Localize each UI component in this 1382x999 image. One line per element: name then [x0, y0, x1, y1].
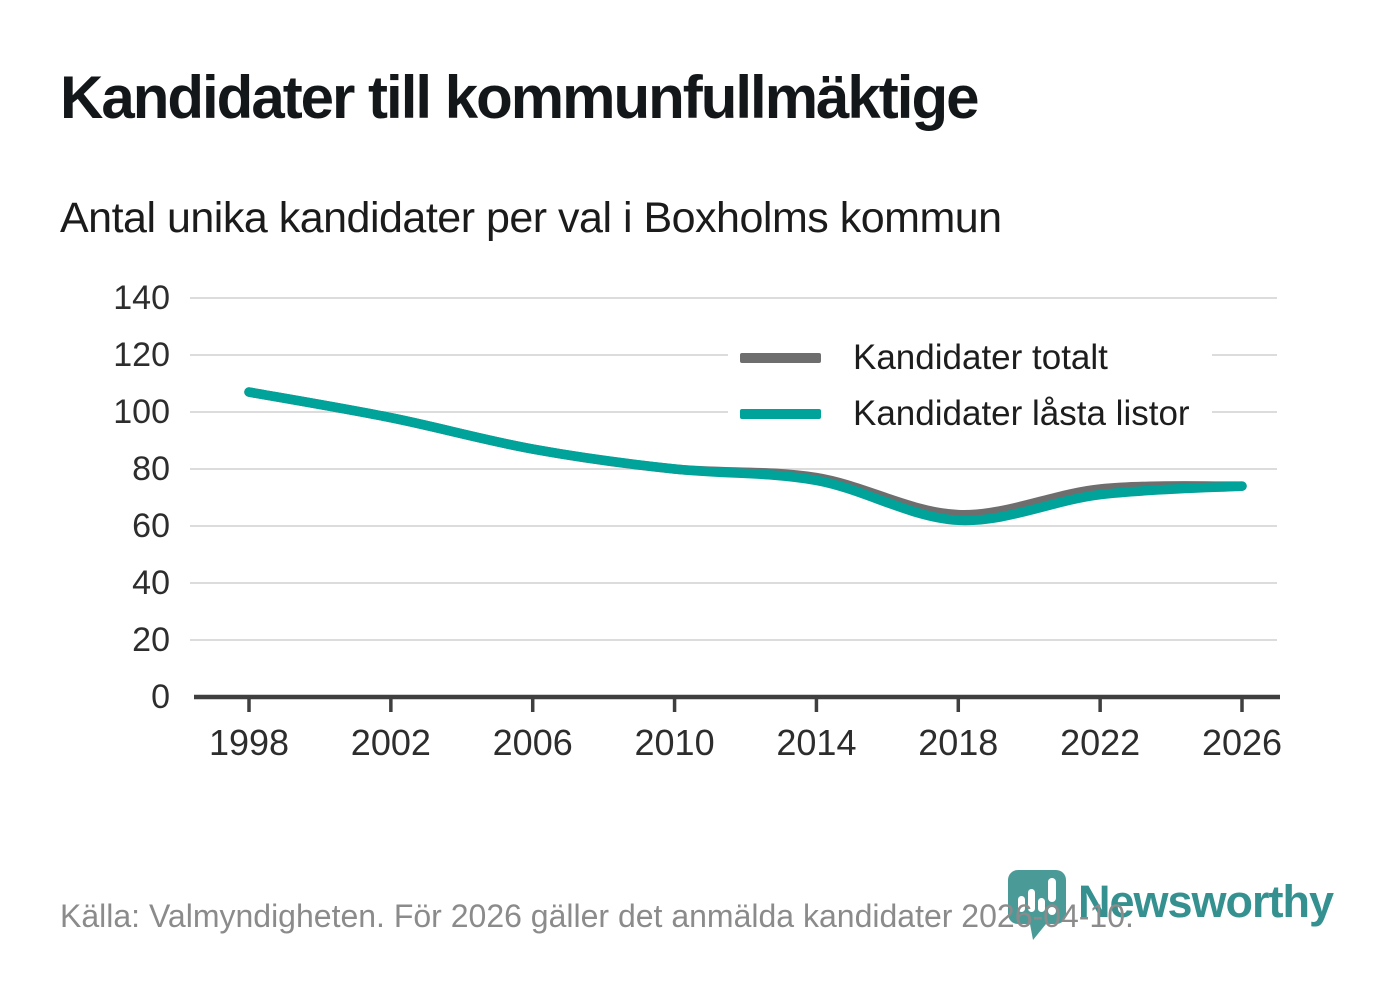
- y-tick-label: 20: [132, 621, 170, 659]
- x-tick-label: 1998: [208, 722, 290, 763]
- series-line-1: [244, 387, 1247, 526]
- x-tick-label: 2002: [350, 722, 431, 763]
- chart-subtitle: Antal unika kandidater per val i Boxholm…: [60, 194, 1002, 242]
- page-title: Kandidater till kommunfullmäktige: [60, 64, 979, 131]
- y-tick-label: 140: [113, 279, 170, 317]
- legend-swatch-total: [740, 353, 821, 363]
- legend: Kandidater totalt Kandidater låsta listo…: [728, 332, 1212, 446]
- source-note: Källa: Valmyndigheten. För 2026 gäller d…: [60, 898, 1134, 934]
- newsworthy-pin-icon: [1008, 870, 1066, 940]
- legend-item-locked: Kandidater låsta listor: [740, 392, 1190, 436]
- legend-swatch-locked: [740, 409, 821, 419]
- newsworthy-logo: Newsworthy: [1006, 868, 1334, 942]
- legend-label-total: Kandidater totalt: [853, 338, 1108, 377]
- y-tick-label: 100: [113, 393, 170, 431]
- x-tick-label: 2026: [1201, 722, 1283, 763]
- y-tick-label: 40: [132, 564, 170, 602]
- x-tick-label: 2018: [918, 722, 999, 763]
- x-tick-label: 2022: [1060, 722, 1141, 763]
- x-tick-label: 2006: [492, 722, 573, 763]
- y-tick-label: 80: [132, 450, 170, 488]
- legend-item-total: Kandidater totalt: [740, 336, 1190, 380]
- newsworthy-wordmark: Newsworthy: [1078, 876, 1334, 927]
- y-tick-label: 60: [132, 507, 170, 545]
- x-tick-label: 2010: [634, 722, 715, 763]
- y-tick-label: 0: [151, 678, 170, 716]
- y-tick-label: 120: [113, 336, 170, 374]
- x-tick-label: 2014: [776, 722, 857, 763]
- legend-label-locked: Kandidater låsta listor: [853, 394, 1190, 433]
